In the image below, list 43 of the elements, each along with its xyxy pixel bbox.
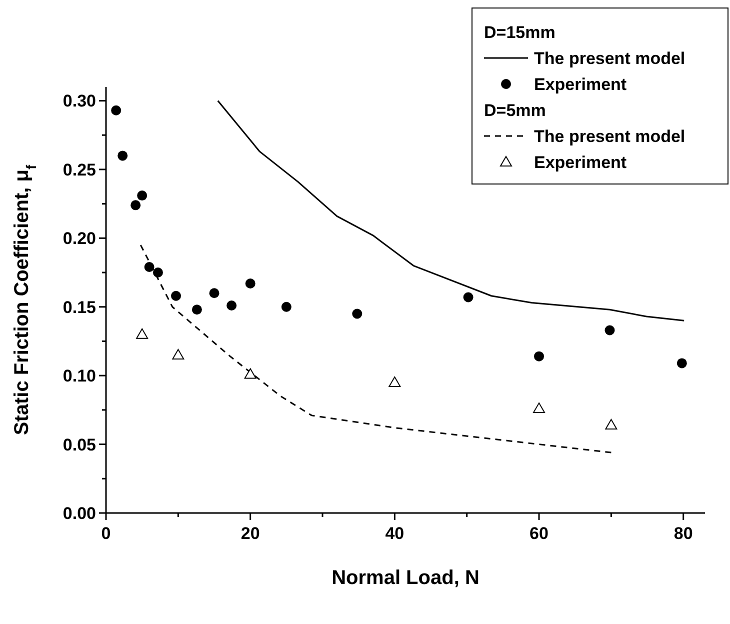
point [676, 358, 687, 368]
point [152, 268, 163, 278]
point [605, 419, 618, 430]
point [245, 278, 256, 289]
point [192, 304, 202, 315]
x-tick-label: 80 [674, 524, 693, 543]
x-tick-label: 20 [240, 524, 260, 543]
point [136, 328, 148, 339]
legend-label: The present model [534, 127, 686, 146]
x-tick-label: 60 [530, 524, 548, 543]
y-tick-label: 0.25 [62, 160, 96, 180]
y-tick-label: 0.00 [62, 504, 96, 523]
y-tick-label: 0.30 [62, 92, 96, 111]
point [534, 351, 544, 362]
point [130, 200, 141, 210]
point [604, 325, 615, 336]
x-tick-label: 0 [101, 524, 111, 543]
legend-label: Experiment [534, 75, 627, 94]
line-series [140, 244, 612, 454]
x-axis-title: Normal Load, N [332, 567, 480, 589]
point [352, 308, 362, 319]
y-tick-label: 0.05 [62, 435, 96, 454]
point [463, 292, 474, 302]
line-series [217, 100, 685, 322]
annotation: D=5mm [484, 101, 546, 120]
y-tick-label: 0.20 [62, 229, 96, 248]
point [209, 288, 220, 298]
point [281, 302, 292, 312]
text: D=15mm [484, 23, 556, 42]
point [137, 190, 148, 201]
point [111, 105, 122, 116]
x-tick-label: 40 [385, 524, 404, 543]
point [171, 290, 182, 301]
point [388, 376, 401, 387]
legend-label: Experiment [534, 153, 627, 172]
y-tick-label: 0.15 [62, 298, 96, 317]
point [244, 368, 256, 379]
legend-label: The present model [534, 49, 686, 68]
y-tick-label: 0.10 [62, 366, 96, 386]
point [226, 300, 237, 310]
point [172, 348, 184, 360]
point [533, 402, 546, 414]
point [118, 150, 128, 161]
